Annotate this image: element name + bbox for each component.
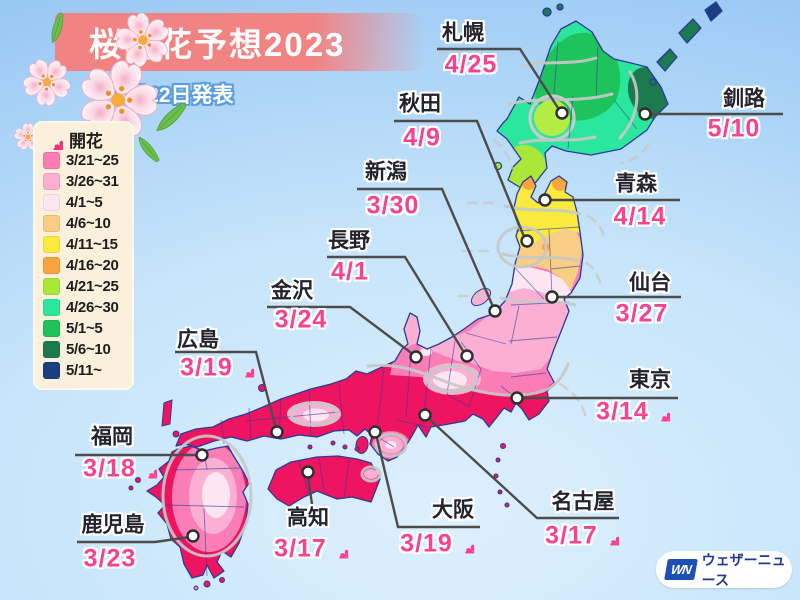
city-marker-nagano bbox=[460, 349, 474, 363]
leader-line-kagoshima bbox=[77, 535, 191, 544]
legend-item-label: 5/11~ bbox=[66, 362, 102, 379]
legend-color-chip bbox=[43, 194, 60, 211]
city-marker-kushiro bbox=[638, 107, 652, 121]
legend: 開花 3/21~25 3/26~31 4/1~5 4/6~10 4/11~15 … bbox=[33, 121, 134, 390]
city-marker-sapporo bbox=[555, 106, 569, 120]
city-marker-tokyo bbox=[510, 391, 524, 405]
weathernews-logo: WN ウェザーニュース bbox=[656, 551, 792, 588]
legend-item-label: 5/6~10 bbox=[66, 341, 111, 358]
leader-line-niigata bbox=[357, 187, 496, 310]
wni-logo-icon: WN bbox=[664, 559, 698, 580]
leader-line-nagano bbox=[327, 255, 467, 355]
legend-color-chip bbox=[43, 236, 60, 253]
legend-item-label: 4/11~15 bbox=[66, 236, 118, 253]
legend-item-label: 5/1~5 bbox=[66, 320, 103, 337]
city-marker-nagoya bbox=[418, 408, 432, 422]
legend-item: 3/21~25 bbox=[43, 150, 127, 171]
legend-color-chip bbox=[43, 152, 60, 169]
leader-line-nagoya bbox=[426, 416, 619, 520]
legend-item: 3/26~31 bbox=[43, 171, 127, 192]
leader-line-hiroshima bbox=[175, 350, 278, 430]
city-dots bbox=[186, 106, 652, 543]
leader-line-akita bbox=[394, 119, 527, 240]
legend-color-chip bbox=[43, 362, 60, 379]
city-marker-kanazawa bbox=[409, 350, 423, 364]
legend-item-label: 4/16~20 bbox=[66, 257, 119, 274]
city-marker-fukuoka bbox=[195, 448, 209, 462]
legend-item: 5/6~10 bbox=[43, 339, 127, 360]
legend-color-chip bbox=[43, 299, 60, 316]
weathernews-logo-text: ウェザーニュース bbox=[701, 551, 786, 588]
legend-color-chip bbox=[43, 320, 60, 337]
leader-line-osaka bbox=[374, 433, 480, 529]
legend-color-chip bbox=[43, 173, 60, 190]
legend-item: 4/21~25 bbox=[43, 276, 127, 297]
legend-color-chip bbox=[43, 278, 60, 295]
front-lines bbox=[161, 37, 650, 558]
city-marker-niigata bbox=[488, 304, 502, 318]
city-marker-akita bbox=[520, 234, 534, 248]
city-marker-aomori bbox=[538, 193, 552, 207]
legend-item-label: 4/26~30 bbox=[66, 299, 119, 316]
legend-item: 5/11~ bbox=[43, 360, 127, 381]
leader-line-sapporo bbox=[437, 47, 562, 112]
legend-item: 4/11~15 bbox=[43, 234, 127, 255]
leader-line-kanazawa bbox=[267, 305, 415, 356]
legend-color-chip bbox=[43, 215, 60, 232]
region-shikoku bbox=[267, 455, 381, 507]
city-marker-kagoshima bbox=[186, 529, 200, 543]
city-marker-hiroshima bbox=[270, 425, 284, 439]
legend-item-label: 4/6~10 bbox=[66, 215, 111, 232]
legend-bloom-row: 開花 bbox=[43, 129, 127, 151]
legend-item: 4/1~5 bbox=[43, 192, 127, 213]
legend-item: 4/6~10 bbox=[43, 213, 127, 234]
legend-item-label: 4/21~25 bbox=[66, 278, 119, 295]
legend-color-chip bbox=[43, 341, 60, 358]
leader-lines bbox=[75, 47, 783, 544]
legend-item-label: 3/26~31 bbox=[66, 173, 119, 190]
legend-item-label: 4/1~5 bbox=[66, 194, 103, 211]
city-marker-osaka bbox=[368, 425, 382, 439]
bloom-sakura-icon bbox=[43, 130, 63, 150]
leader-line-kochi bbox=[306, 476, 314, 505]
legend-item: 5/1~5 bbox=[43, 318, 127, 339]
legend-item-label: 3/21~25 bbox=[66, 152, 119, 169]
legend-item: 4/16~20 bbox=[43, 255, 127, 276]
small-islands bbox=[128, 288, 510, 591]
legend-item: 4/26~30 bbox=[43, 297, 127, 318]
legend-bloom-label: 開花 bbox=[69, 132, 103, 151]
legend-color-chip bbox=[43, 257, 60, 274]
city-marker-kochi bbox=[301, 465, 315, 479]
legend-items: 3/21~25 3/26~31 4/1~5 4/6~10 4/11~15 4/1… bbox=[43, 150, 127, 381]
city-marker-sendai bbox=[545, 290, 559, 304]
region-hokkaido bbox=[493, 1, 723, 189]
